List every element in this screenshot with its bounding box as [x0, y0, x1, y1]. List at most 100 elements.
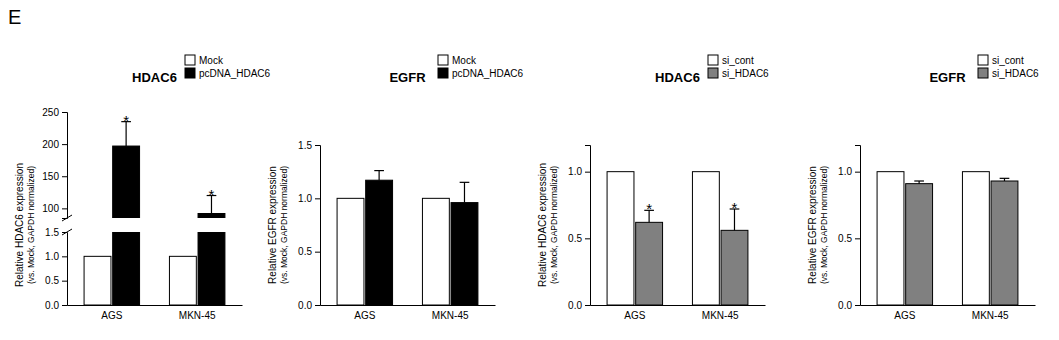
legend-label: si_HDAC6	[722, 68, 769, 79]
bar	[169, 256, 196, 305]
y-tick-mark	[315, 252, 320, 253]
annotation: *	[209, 186, 215, 203]
x-tick-label: AGS	[354, 310, 375, 321]
x-tick-label: MKN-45	[702, 310, 739, 321]
y-tick: 1.0	[568, 166, 590, 177]
y-tick: 200	[42, 139, 67, 150]
x-tick-label: AGS	[624, 310, 645, 321]
panel: 0.00.51.0AGSMKN-45EGFRRelative EGFR expr…	[807, 55, 1039, 321]
y-axis-title: (vs. Mock, GAPDH normalized)	[549, 166, 559, 284]
y-tick-label: 1.0	[568, 166, 582, 177]
y-tick-label: 1.0	[45, 251, 59, 262]
bar	[366, 180, 393, 305]
x-axis-line	[68, 305, 243, 306]
x-tick-label: MKN-45	[432, 310, 469, 321]
legend-label: Mock	[199, 55, 224, 66]
axis-break	[62, 215, 72, 221]
y-tick: 0.0	[45, 300, 67, 311]
plot-area	[84, 122, 225, 218]
y-axis-line	[855, 146, 861, 306]
x-tick: MKN-45	[702, 305, 739, 321]
legend-label: si_cont	[992, 55, 1024, 66]
y-tick-label: 1.0	[838, 166, 852, 177]
y-tick: 1.0	[838, 166, 860, 177]
x-axis-line	[591, 305, 766, 306]
y-axis: 0.00.51.0	[568, 146, 590, 311]
y-axis: 0.00.51.0	[838, 146, 860, 311]
error-bar	[379, 171, 380, 181]
legend-swatch	[185, 55, 195, 65]
annotation: *	[646, 200, 652, 217]
legend-swatch	[708, 68, 718, 78]
bar	[113, 232, 140, 305]
legend-label: si_HDAC6	[992, 68, 1039, 79]
y-axis-line	[585, 146, 591, 306]
y-axis: 0.00.51.01.5	[45, 227, 67, 311]
error-cap	[914, 180, 924, 181]
annotation: *	[732, 199, 738, 216]
bar	[636, 222, 663, 305]
plot-area	[607, 172, 748, 305]
legend-label: Mock	[452, 55, 477, 66]
x-tick: AGS	[101, 305, 122, 321]
y-tick: 0.5	[838, 233, 860, 244]
legend-swatch	[978, 55, 988, 65]
bar	[877, 172, 904, 305]
y-axis-title: Relative HDAC6 expression	[14, 163, 25, 287]
y-axis-title: Relative EGFR expression	[807, 166, 818, 284]
y-tick-label: 250	[42, 107, 59, 118]
bar	[198, 232, 225, 305]
y-tick: 1.5	[45, 227, 67, 238]
x-tick-label: AGS	[101, 310, 122, 321]
legend-swatch	[438, 68, 448, 78]
y-tick-mark	[585, 172, 590, 173]
y-axis-title: Relative EGFR expression	[267, 166, 278, 284]
bar	[962, 172, 989, 305]
y-tick: 1.0	[45, 251, 67, 262]
y-axis-title: (vs. Mock, GAPDH normalized)	[279, 166, 289, 284]
legend-swatch	[708, 55, 718, 65]
y-tick-mark	[62, 281, 67, 282]
panel: 0.00.51.01.5AGSMKN-45EGFRRelative EGFR e…	[267, 55, 524, 321]
legend-label: pcDNA_HDAC6	[199, 68, 271, 79]
y-tick-label: 1.0	[298, 193, 312, 204]
legend-swatch	[185, 68, 195, 78]
y-tick-label: 0.0	[298, 300, 312, 311]
x-axis: AGS MKN-45	[68, 305, 243, 321]
bar	[422, 198, 449, 305]
plot-area	[877, 172, 1018, 305]
error-cap	[1000, 178, 1010, 179]
y-tick-label: 100	[42, 203, 59, 214]
legend-label: si_cont	[722, 55, 754, 66]
y-axis: 0.00.51.01.5	[298, 140, 320, 311]
y-tick-mark	[585, 238, 590, 239]
y-axis-title: Relative HDAC6 expression	[537, 163, 548, 287]
y-tick-mark	[62, 112, 67, 113]
bar	[721, 230, 748, 305]
panel-label: E	[8, 6, 21, 28]
chart-title: EGFR	[929, 70, 966, 85]
y-tick-mark	[62, 176, 67, 177]
x-tick: MKN-45	[179, 305, 216, 321]
y-tick-label: 1.5	[298, 140, 312, 151]
error-bar	[464, 182, 465, 202]
y-tick-label: 0.5	[568, 233, 582, 244]
y-tick-label: 1.5	[45, 227, 59, 238]
x-tick-label: MKN-45	[179, 310, 216, 321]
bar	[991, 181, 1018, 305]
x-axis-line	[321, 305, 496, 306]
y-tick: 100	[42, 203, 67, 214]
y-tick-mark	[315, 145, 320, 146]
y-tick-label: 200	[42, 139, 59, 150]
axis-break	[62, 229, 72, 235]
x-axis-line	[861, 305, 1036, 306]
error-cap	[460, 182, 470, 183]
legend-swatch	[438, 55, 448, 65]
y-tick-mark	[62, 305, 67, 306]
bar	[198, 214, 225, 218]
x-axis: AGS MKN-45	[321, 305, 496, 321]
legend-swatch	[978, 68, 988, 78]
x-tick: MKN-45	[432, 305, 469, 321]
bar	[451, 203, 478, 305]
y-tick-mark	[855, 305, 860, 306]
